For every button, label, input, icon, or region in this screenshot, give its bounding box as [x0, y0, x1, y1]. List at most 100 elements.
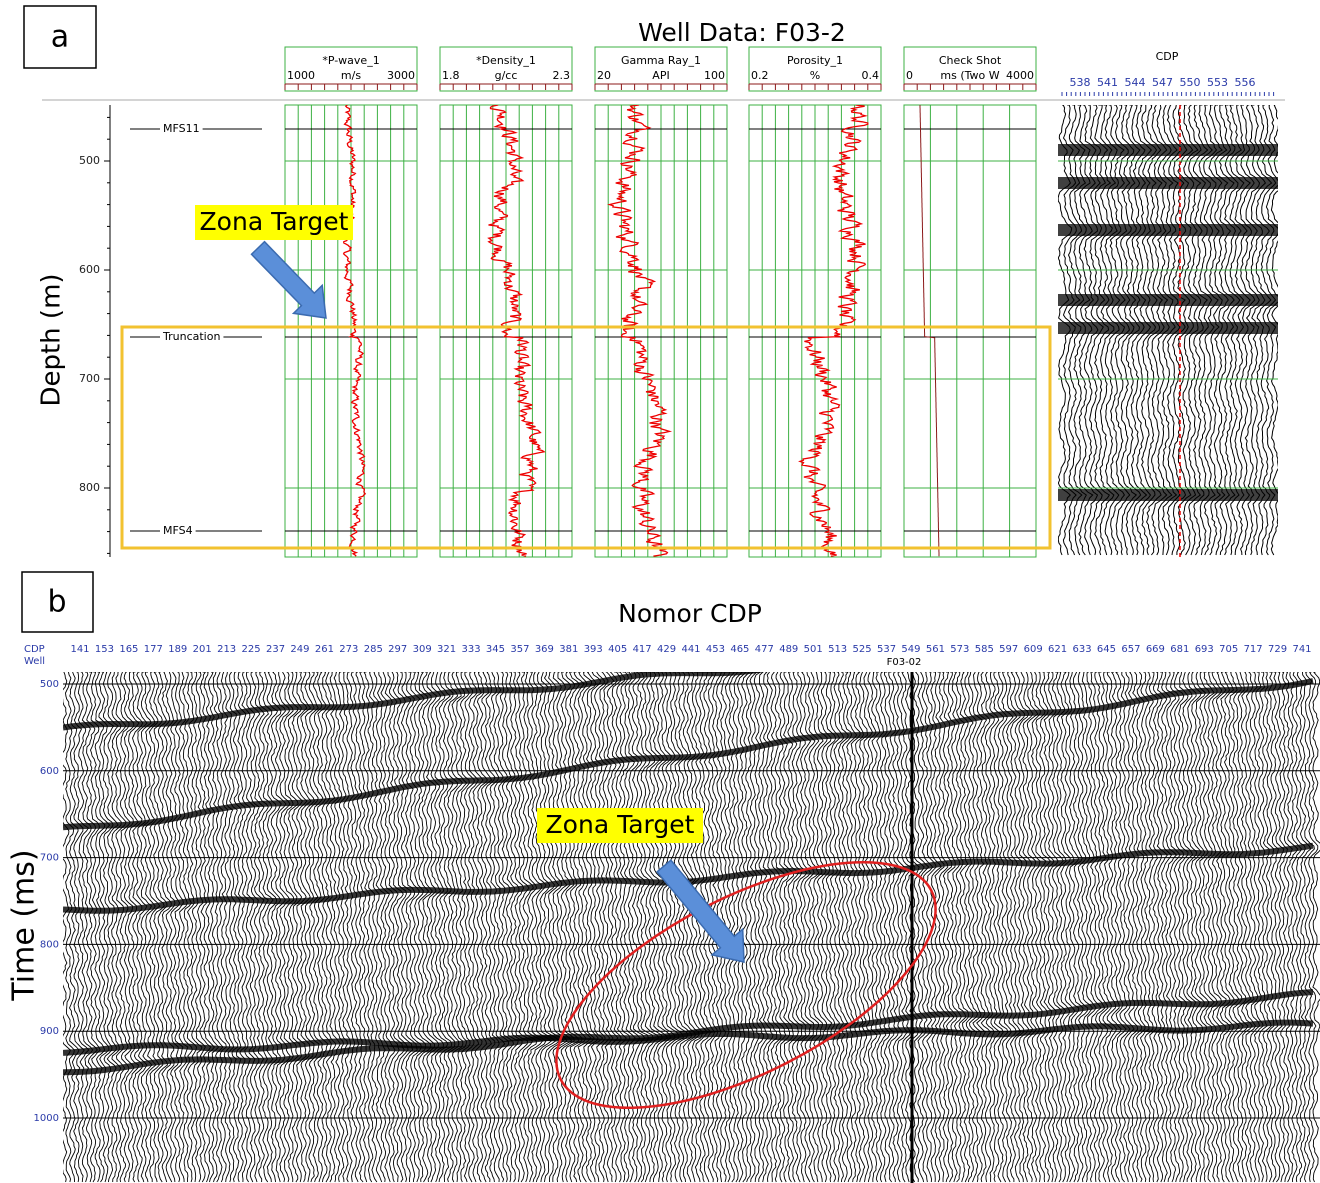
seismic-trace — [65, 672, 75, 1183]
seismic-reflector — [1058, 294, 1278, 306]
cdp-tick-label: 553 — [1207, 76, 1228, 89]
seismic-trace — [762, 672, 774, 1183]
seismic-trace — [1211, 672, 1223, 1183]
seismic-trace — [442, 672, 456, 1183]
cdp-tick-label: 441 — [681, 644, 700, 655]
seismic-trace — [346, 672, 356, 1183]
seismic-trace — [228, 672, 239, 1183]
seismic-trace — [413, 672, 427, 1183]
seismic-trace — [258, 672, 269, 1183]
seismic-trace — [753, 672, 765, 1183]
track-unit: API — [652, 69, 669, 82]
track-unit: g/cc — [495, 69, 518, 82]
time-tick-label: 900 — [40, 1026, 59, 1037]
seismic-trace — [1228, 672, 1240, 1183]
seismic-trace — [237, 672, 247, 1183]
annotation: Zona Target — [546, 810, 695, 839]
seismic-trace — [106, 672, 119, 1183]
seismic-trace — [976, 672, 988, 1183]
seismic-trace — [900, 672, 911, 1183]
seismic-trace — [526, 672, 544, 1183]
seismic-trace — [371, 672, 381, 1183]
cdp-tick-label: 273 — [339, 644, 358, 655]
seismic-trace — [783, 672, 795, 1183]
seismic-trace — [963, 672, 974, 1183]
seismic-trace — [1207, 672, 1218, 1183]
seismic-trace — [812, 672, 824, 1183]
seismic-trace — [829, 672, 841, 1183]
panel-b: 141 153 165 177 189 201 213 225 237 249 261 273 285 2… — [34, 644, 1320, 1183]
seismic-trace — [438, 672, 453, 1183]
seismic-trace — [249, 672, 261, 1183]
seismic-trace — [1182, 672, 1194, 1183]
seismic-trace — [316, 672, 329, 1183]
seismic-trace — [232, 672, 242, 1183]
seismic-trace — [1114, 672, 1127, 1183]
seismic-trace — [883, 672, 895, 1183]
seismic-trace — [367, 672, 376, 1183]
cdp-tick-label: 369 — [535, 644, 554, 655]
seismic-trace — [304, 672, 315, 1183]
horizon-label: MFS4 — [163, 524, 193, 537]
seismic-trace — [606, 672, 619, 1183]
seismic-trace — [602, 672, 615, 1183]
seismic-trace — [1286, 672, 1299, 1183]
seismic-trace — [644, 672, 660, 1183]
seismic-trace — [434, 672, 449, 1183]
track-max: 0.4 — [862, 69, 880, 82]
seismic-trace — [1022, 672, 1034, 1183]
time-tick-label: 600 — [40, 766, 59, 777]
seismic-trace — [274, 672, 287, 1183]
seismic-trace — [384, 672, 396, 1183]
cdp-tick-label: 381 — [559, 644, 578, 655]
seismic-trace — [665, 672, 680, 1183]
seismic-trace — [837, 672, 849, 1183]
cdp-tick-label: 537 — [877, 644, 896, 655]
seismic-trace — [766, 672, 778, 1183]
track-min: 0 — [906, 69, 913, 82]
seismic-trace — [262, 672, 274, 1183]
seismic-trace — [879, 672, 890, 1183]
seismic-trace — [73, 672, 85, 1183]
horizon-label-bg — [160, 331, 224, 343]
seismic-trace — [342, 672, 352, 1183]
seismic-trace — [988, 672, 1001, 1182]
seismic-trace — [308, 672, 320, 1183]
cdp-tick-label: 297 — [388, 644, 407, 655]
seismic-trace — [123, 672, 135, 1183]
seismic-trace — [459, 672, 471, 1183]
seismic-reflector — [1058, 489, 1278, 501]
seismic-reflector — [63, 672, 765, 731]
seismic-trace — [182, 672, 193, 1183]
seismic-traces — [63, 672, 1320, 1183]
seismic-trace — [1215, 672, 1227, 1183]
cdp-tick-label: 141 — [70, 644, 89, 655]
seismic-trace — [1194, 672, 1207, 1183]
seismic-trace — [468, 672, 480, 1183]
cdp-tick-label: 669 — [1146, 644, 1165, 655]
seismic-trace — [220, 672, 231, 1183]
seismic-trace — [930, 672, 942, 1183]
seismic-trace — [1009, 672, 1022, 1182]
seismic-trace — [350, 672, 360, 1183]
seismic-trace — [1135, 672, 1146, 1183]
seismic-trace — [795, 672, 808, 1183]
seismic-trace — [564, 672, 580, 1183]
seismic-trace — [980, 672, 991, 1183]
seismic-trace — [636, 672, 649, 1183]
seismic-trace — [1076, 672, 1089, 1183]
seismic-trace — [451, 672, 464, 1183]
cdp-tick-label: 538 — [1070, 76, 1091, 89]
seismic-trace — [1119, 672, 1131, 1183]
well-name: F03-02 — [887, 657, 922, 668]
seismic-trace — [1085, 672, 1097, 1183]
track-unit: % — [810, 69, 820, 82]
time-tick-label: 1000 — [34, 1113, 59, 1124]
cdp-tick-label: 417 — [633, 644, 652, 655]
track-max: 3000 — [387, 69, 415, 82]
seismic-trace — [409, 672, 422, 1183]
seismic-trace — [770, 672, 782, 1183]
seismic-trace — [148, 672, 161, 1182]
arrow — [656, 859, 745, 963]
seismic-trace — [463, 672, 475, 1183]
